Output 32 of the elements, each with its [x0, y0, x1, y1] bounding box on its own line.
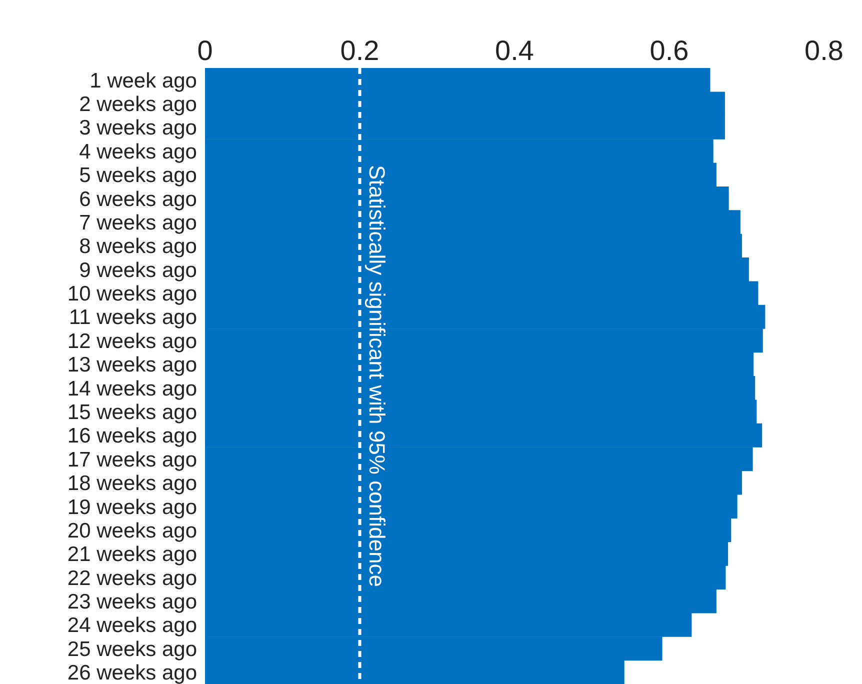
y-tick-label: 7 weeks ago — [79, 211, 197, 234]
x-tick-label: 0.4 — [495, 35, 534, 66]
y-tick-label: 12 weeks ago — [67, 330, 197, 353]
y-tick-label: 15 weeks ago — [67, 400, 197, 424]
ref-line-label: Statistically significant with 95% confidence — [364, 165, 390, 587]
y-tick-label: 2 weeks ago — [79, 92, 197, 116]
y-tick-label: 24 weeks ago — [67, 614, 197, 638]
x-tick-label: 0.6 — [650, 35, 689, 66]
y-tick-label: 10 weeks ago — [67, 282, 197, 306]
y-tick-label: 11 weeks ago — [68, 306, 197, 330]
y-tick-label: 17 weeks ago — [67, 448, 197, 472]
y-tick-label: 18 weeks ago — [67, 472, 197, 496]
y-tick-label: 3 weeks ago — [79, 116, 197, 140]
y-tick-label: 23 weeks ago — [67, 590, 197, 614]
y-tick-label: 19 weeks ago — [67, 496, 197, 519]
y-tick-label: 8 weeks ago — [79, 235, 197, 258]
y-tick-label: 25 weeks ago — [67, 638, 197, 661]
y-tick-label: 13 weeks ago — [67, 354, 197, 377]
y-tick-label: 9 weeks ago — [79, 258, 197, 282]
y-tick-label: 1 week ago — [90, 69, 197, 92]
y-tick-label: 22 weeks ago — [67, 566, 197, 590]
y-tick-label: 26 weeks ago — [67, 662, 197, 684]
y-tick-label: 16 weeks ago — [67, 424, 197, 448]
x-tick-label: 0.8 — [804, 35, 844, 66]
y-tick-label: 5 weeks ago — [79, 164, 197, 188]
y-tick-label: 6 weeks ago — [79, 188, 197, 211]
y-tick-label: 14 weeks ago — [67, 377, 197, 400]
y-tick-label: 20 weeks ago — [67, 519, 197, 542]
y-tick-label: 4 weeks ago — [79, 140, 197, 164]
y-tick-label: 21 weeks ago — [67, 543, 197, 566]
x-tick-label: 0.2 — [340, 35, 380, 66]
x-tick-label: 0 — [197, 35, 213, 66]
